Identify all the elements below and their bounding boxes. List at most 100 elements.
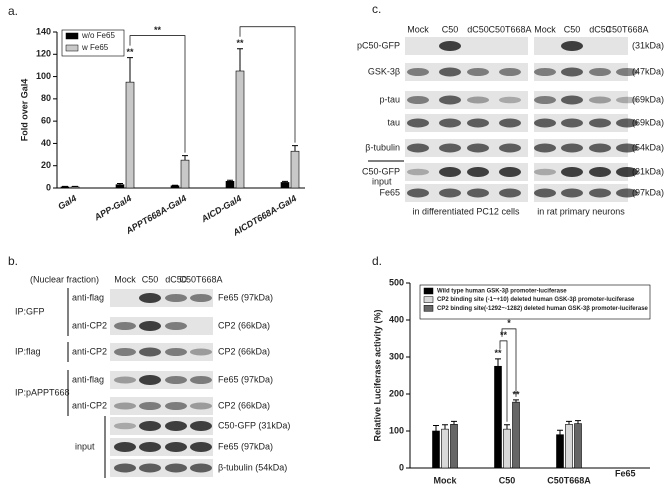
band bbox=[139, 421, 161, 431]
row-label: pC50-GFP bbox=[357, 40, 400, 50]
band bbox=[499, 68, 521, 76]
error-bar bbox=[557, 429, 563, 435]
antibody-label: anti-flag bbox=[72, 292, 104, 302]
chart: a. 0 20 40 60 80 100 120 140 Fold over Gal4 Gal4 AP… bbox=[8, 4, 305, 238]
bar bbox=[512, 401, 520, 469]
error-bar bbox=[62, 185, 68, 187]
band bbox=[407, 96, 429, 104]
band bbox=[114, 442, 136, 452]
band bbox=[190, 294, 212, 302]
band bbox=[139, 321, 161, 331]
ip-label: IP:flag bbox=[15, 346, 41, 356]
error-bar bbox=[451, 420, 457, 425]
fraction-label: (Nuclear fraction) bbox=[30, 274, 99, 284]
size-label: (69kDa) bbox=[632, 94, 664, 104]
chart: d. 0 100 200 300 400 500 Relative Luciferase ac… bbox=[372, 254, 651, 485]
band bbox=[561, 188, 583, 198]
column-label: C50T668A bbox=[605, 24, 648, 34]
blot-strip bbox=[405, 63, 528, 81]
blot-strip bbox=[110, 289, 213, 307]
band bbox=[534, 143, 556, 153]
error-bar bbox=[182, 155, 188, 161]
x-tick-label: APP-Gal4 bbox=[92, 193, 133, 223]
caption: in differentiated PC12 cells bbox=[413, 206, 520, 216]
band bbox=[139, 347, 161, 357]
band bbox=[499, 167, 521, 177]
size-label: (47kDa) bbox=[632, 66, 664, 76]
legend-swatch bbox=[423, 287, 434, 295]
band bbox=[534, 118, 556, 128]
band bbox=[439, 41, 461, 51]
bar bbox=[170, 185, 180, 189]
error-bar bbox=[566, 420, 572, 425]
caption: in rat primary neurons bbox=[537, 206, 625, 216]
band bbox=[139, 463, 161, 473]
y-tick-label: 300 bbox=[389, 351, 404, 361]
error-bar bbox=[227, 179, 233, 182]
error-bar bbox=[292, 145, 298, 152]
band bbox=[561, 41, 583, 51]
blot-strip bbox=[110, 459, 213, 477]
bar bbox=[70, 186, 80, 189]
size-label: CP2 (66kDa) bbox=[218, 400, 270, 410]
band bbox=[616, 68, 638, 76]
bracket bbox=[501, 328, 517, 397]
y-tick-label: 100 bbox=[36, 71, 51, 81]
error-bar bbox=[117, 183, 123, 185]
bar bbox=[450, 424, 458, 469]
band bbox=[165, 421, 187, 431]
column-label: dC50 bbox=[467, 24, 489, 34]
band bbox=[190, 442, 212, 452]
bar bbox=[494, 365, 502, 469]
y-axis-label: Fold over Gal4 bbox=[19, 79, 29, 142]
antibody-label: anti-flag bbox=[72, 374, 104, 384]
band bbox=[139, 442, 161, 452]
row-label: C50-GFP bbox=[362, 166, 400, 176]
column-label: Mock bbox=[407, 24, 429, 34]
blot-strip bbox=[110, 343, 213, 361]
size-label: (97kDa) bbox=[632, 187, 664, 197]
bar bbox=[125, 81, 135, 189]
bar bbox=[441, 428, 449, 469]
bar bbox=[235, 70, 245, 189]
column-label: C50 bbox=[142, 274, 159, 284]
band bbox=[407, 68, 429, 76]
band bbox=[407, 118, 429, 128]
row-label: p-tau bbox=[379, 94, 400, 104]
bar bbox=[556, 434, 564, 469]
band bbox=[499, 188, 521, 198]
bar bbox=[290, 150, 300, 189]
bar bbox=[574, 423, 582, 469]
column-label: C50T668A bbox=[488, 24, 531, 34]
error-bar bbox=[127, 57, 133, 83]
band bbox=[407, 188, 429, 198]
error-bar bbox=[237, 48, 243, 71]
band bbox=[467, 68, 489, 76]
blot-strip bbox=[405, 184, 528, 202]
band bbox=[165, 348, 187, 356]
bar bbox=[115, 184, 125, 189]
band bbox=[165, 402, 187, 410]
input-label: input bbox=[75, 441, 95, 451]
row-label: Fe65 bbox=[379, 187, 400, 197]
bar bbox=[225, 181, 235, 189]
legend-swatch bbox=[423, 296, 434, 303]
blot-strip bbox=[405, 114, 528, 132]
band bbox=[499, 96, 521, 104]
legend-label: w/o Fe65 bbox=[81, 31, 115, 40]
y-tick-label: 20 bbox=[41, 160, 51, 170]
band bbox=[139, 375, 161, 385]
row-label: GSK-3β bbox=[368, 66, 400, 76]
band bbox=[467, 167, 489, 177]
band bbox=[589, 143, 611, 153]
bracket bbox=[499, 340, 508, 422]
antibody-label: anti-CP2 bbox=[72, 346, 107, 356]
band bbox=[190, 421, 212, 431]
bar bbox=[180, 159, 190, 189]
band bbox=[499, 143, 521, 153]
panel-label: b. bbox=[8, 254, 18, 268]
blot-strip bbox=[405, 163, 528, 181]
blot-strip bbox=[110, 371, 213, 389]
error-bar bbox=[433, 424, 439, 431]
